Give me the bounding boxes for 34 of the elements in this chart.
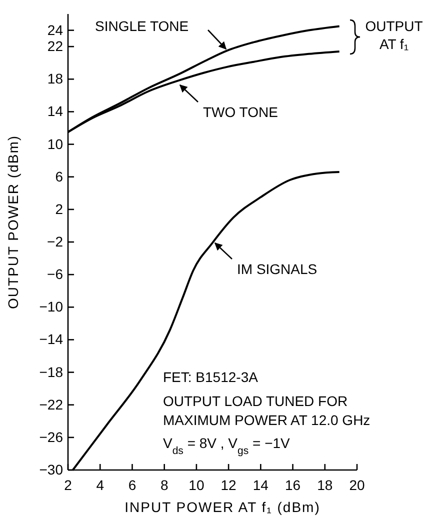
- y-tick-label: −22: [39, 396, 64, 412]
- y-tick-label: 2: [55, 200, 64, 217]
- y-tick-label: 22: [47, 38, 64, 54]
- y-tick-label: 14: [47, 103, 64, 120]
- text: OUTPUT AT f₁: [365, 18, 424, 52]
- x-tick-label: 8: [160, 476, 168, 493]
- annotation: V$_{ds}$ = 8V , V$_{gs}$ = −1V: [163, 435, 291, 457]
- annotation: MAXIMUM POWER AT 12.0 GHz: [163, 412, 370, 428]
- y-tick-label: −26: [39, 428, 64, 445]
- x-tick-label: 14: [252, 476, 269, 493]
- x-tick-label: 18: [317, 476, 333, 493]
- y-tick-label: 6: [55, 168, 64, 184]
- y-tick-label: 24: [47, 22, 64, 38]
- y-tick-label: −30: [39, 461, 64, 478]
- x-axis-title: INPUT POWER AT f₁ (dBm): [124, 499, 320, 515]
- y-tick-label: −10: [39, 298, 64, 315]
- x-tick-label: 4: [96, 476, 104, 493]
- text: SINGLE TONE: [95, 18, 189, 34]
- x-tick-label: 6: [128, 476, 136, 493]
- annotation: OUTPUT LOAD TUNED FOR: [163, 393, 348, 409]
- y-tick-label: −6: [47, 266, 64, 282]
- x-tick-label: 12: [220, 476, 237, 493]
- y-tick-label: 10: [47, 136, 64, 152]
- y-axis-title: OUTPUT POWER (dBm): [5, 134, 21, 310]
- y-tick-label: −18: [39, 364, 64, 380]
- y-tick-label: −14: [39, 331, 64, 348]
- legend-label: IM SIGNALS: [237, 261, 318, 277]
- x-tick-label: 10: [188, 476, 204, 493]
- y-tick-label: −2: [47, 233, 64, 250]
- x-tick-label: 16: [284, 476, 301, 493]
- x-tick-label: 20: [349, 476, 365, 493]
- y-tick-label: 18: [47, 70, 64, 87]
- legend-label: TWO TONE: [203, 104, 278, 120]
- annotation: FET: B1512-3A: [163, 369, 259, 385]
